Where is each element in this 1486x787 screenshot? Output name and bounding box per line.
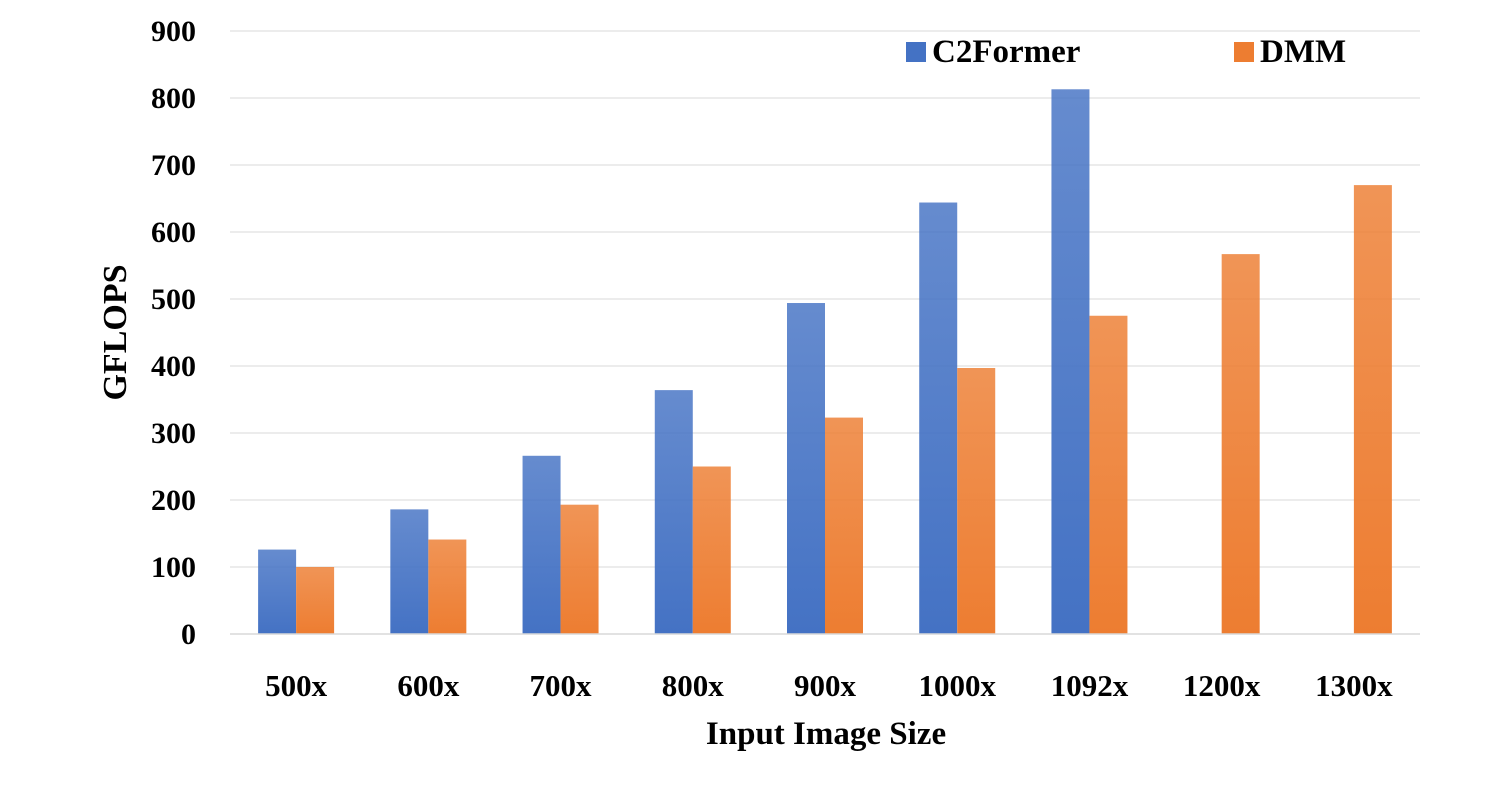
x-tick-label: 700x xyxy=(530,668,593,703)
bar-c2former-800x xyxy=(654,390,693,634)
bar-dmm-500x xyxy=(296,567,335,634)
x-tick-label: 800x xyxy=(662,668,725,703)
bar-dmm-1300x xyxy=(1353,185,1392,634)
bar-c2former-1092x xyxy=(1051,89,1090,635)
x-tick-label: 1300x xyxy=(1315,668,1393,703)
y-tick-label: 500 xyxy=(151,283,196,316)
bar-dmm-700x xyxy=(560,504,599,634)
x-tick-label: 1092x xyxy=(1051,668,1129,703)
legend-swatch-dmm xyxy=(1234,42,1254,62)
y-tick-label: 800 xyxy=(151,82,196,115)
x-tick-label: 1000x xyxy=(918,668,996,703)
x-axis-ticks: 500x 600x 700x 800x 900x 1000x 1092x 1200x 1300x xyxy=(265,668,1393,703)
bar-c2former-900x xyxy=(787,303,825,634)
legend-label-dmm: DMM xyxy=(1260,34,1346,70)
bar-c2former-500x xyxy=(258,549,297,634)
bar-c2former-600x xyxy=(390,509,429,634)
legend-label-c2former: C2Former xyxy=(932,34,1080,70)
y-tick-label: 600 xyxy=(151,216,196,249)
bar-c2former-700x xyxy=(522,455,561,634)
x-tick-label: 500x xyxy=(265,668,328,703)
y-tick-label: 100 xyxy=(151,551,196,584)
y-tick-label: 0 xyxy=(181,618,196,651)
bar-dmm-600x xyxy=(428,539,467,634)
legend: C2Former DMM xyxy=(906,34,1346,70)
bars xyxy=(258,89,1392,635)
legend-swatch-c2former xyxy=(906,42,926,62)
y-tick-label: 300 xyxy=(151,417,196,450)
y-axis-title: GFLOPS xyxy=(97,264,134,400)
bar-dmm-900x xyxy=(825,417,863,634)
x-tick-label: 900x xyxy=(794,668,857,703)
y-tick-label: 400 xyxy=(151,350,196,383)
y-axis-ticks: 0 100 200 300 400 500 600 700 800 900 xyxy=(151,15,196,651)
x-tick-label: 600x xyxy=(397,668,460,703)
x-axis-title: Input Image Size xyxy=(706,716,946,752)
y-tick-label: 700 xyxy=(151,149,196,182)
gridlines xyxy=(230,30,1420,568)
bar-dmm-1092x xyxy=(1089,315,1128,634)
bar-dmm-1200x xyxy=(1221,254,1260,635)
y-tick-label: 200 xyxy=(151,484,196,517)
bar-dmm-800x xyxy=(692,466,731,634)
y-tick-label: 900 xyxy=(151,15,196,48)
x-tick-label: 1200x xyxy=(1183,668,1261,703)
bar-dmm-1000x xyxy=(957,368,996,634)
bar-c2former-1000x xyxy=(919,202,958,634)
